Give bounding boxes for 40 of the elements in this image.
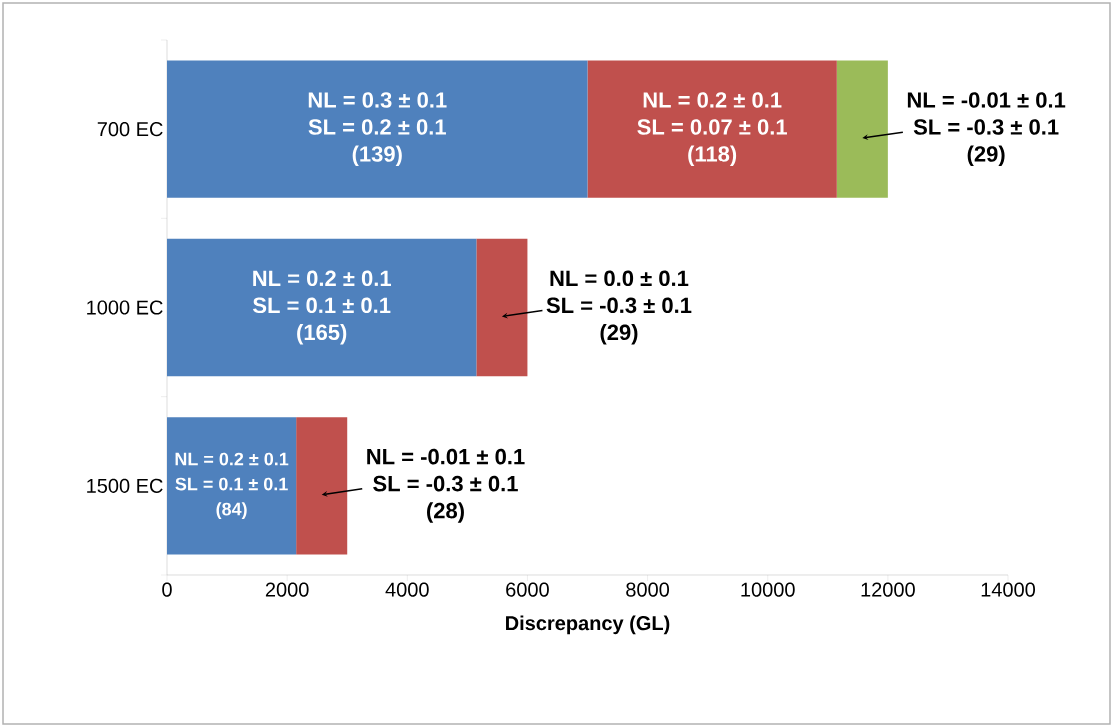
y-tick-label: 1500 EC <box>87 478 163 493</box>
annotation: NL = -0.01 ± 0.1 <box>367 448 525 465</box>
annotation: (84) <box>216 502 247 519</box>
y-tick-label: 1000 EC <box>87 300 163 315</box>
annotation: SL = 0.2 ± 0.1 <box>308 119 446 135</box>
annotation: NL = 0.2 ± 0.1 <box>253 270 391 287</box>
bar <box>167 238 477 377</box>
annotation: (28) <box>427 502 464 523</box>
x-tick-label: 10000 <box>741 582 795 597</box>
x-tick-label: 0 <box>162 582 172 597</box>
annotation: NL = 0.3 ± 0.1 <box>308 92 447 108</box>
annotation: (139) <box>352 145 402 167</box>
bar <box>296 417 348 555</box>
x-tick-label: 8000 <box>626 582 670 597</box>
bar <box>167 417 297 555</box>
annotation: (165) <box>297 323 347 345</box>
x-tick-label: 14000 <box>981 582 1036 597</box>
annotation: (29) <box>967 145 1005 167</box>
x-axis-title: Discrepancy (GL) <box>506 615 670 635</box>
bar <box>476 238 528 377</box>
y-tick-label: 700 EC <box>97 122 163 137</box>
annotation: NL = 0.0 ± 0.1 <box>550 270 689 287</box>
annotation: NL = 0.2 ± 0.1 <box>643 92 782 108</box>
annotation: SL = 0.1 ± 0.1 <box>175 477 288 491</box>
annotation: (29) <box>600 323 638 345</box>
annotation: (118) <box>688 145 737 167</box>
annotation: SL = 0.1 ± 0.1 <box>252 297 391 314</box>
x-tick-label: 12000 <box>861 582 915 597</box>
annotation: NL = 0.2 ± 0.1 <box>175 452 289 466</box>
bar <box>587 60 837 198</box>
annotation: SL = -0.3 ± 0.1 <box>546 297 692 314</box>
bar <box>836 60 888 198</box>
x-tick-label: 4000 <box>385 582 429 597</box>
x-tick-label: 2000 <box>265 582 309 597</box>
annotation: SL = -0.3 ± 0.1 <box>373 475 518 492</box>
annotation: SL = 0.07 ± 0.1 <box>637 119 787 135</box>
annotation: SL = -0.3 ± 0.1 <box>913 119 1059 135</box>
annotation: NL = -0.01 ± 0.1 <box>907 92 1066 108</box>
x-tick-label: 6000 <box>506 582 549 597</box>
bar <box>167 60 588 198</box>
